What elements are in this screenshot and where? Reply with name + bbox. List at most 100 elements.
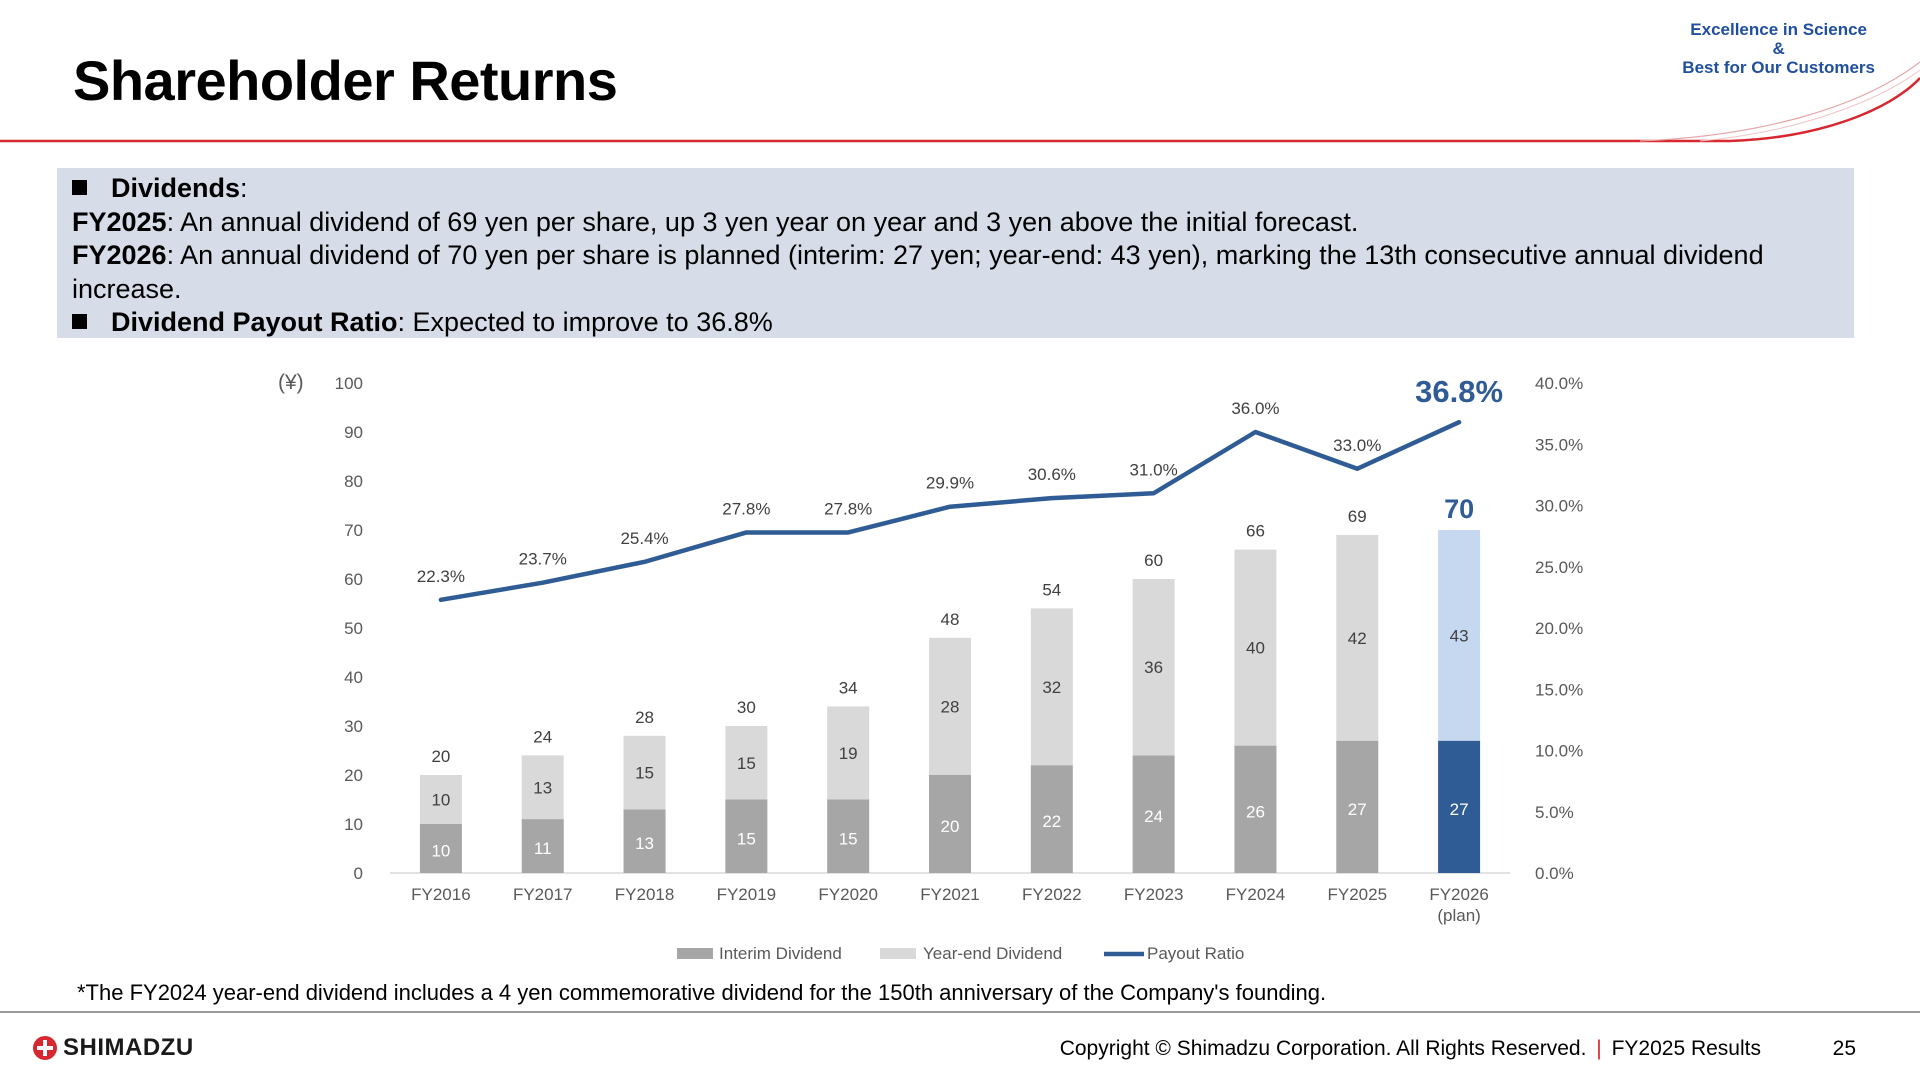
data-label-interim: 11 xyxy=(534,839,552,858)
footer-divider xyxy=(0,1011,1920,1013)
bar-year-end-dividend xyxy=(521,755,564,820)
bar-interim-dividend xyxy=(419,824,462,873)
tagline: Excellence in Science & Best for Our Cus… xyxy=(1682,20,1875,77)
bar-interim-dividend xyxy=(1234,745,1277,873)
x-tick-label: FY2016 xyxy=(411,885,471,904)
fy2025-text: : An annual dividend of 69 yen per share… xyxy=(166,206,1359,237)
y-right-tick-label: 15.0% xyxy=(1535,680,1583,699)
summary-payout-line: Dividend Payout Ratio: Expected to impro… xyxy=(72,306,1839,340)
bar-year-end-dividend xyxy=(1336,534,1379,741)
bar-interim-dividend xyxy=(623,809,666,873)
payout-ratio-label: 23.7% xyxy=(519,550,567,569)
x-tick-label: FY2018 xyxy=(615,885,675,904)
data-label-year-end: 28 xyxy=(941,697,960,716)
y-left-tick-label: 70 xyxy=(344,521,363,540)
data-label-year-end: 43 xyxy=(1450,626,1469,645)
tagline-line: Excellence in Science xyxy=(1690,20,1867,39)
y-left-tick-label: 50 xyxy=(344,619,363,638)
y-left-unit-label: (¥) xyxy=(278,371,304,394)
y-right-tick-label: 30.0% xyxy=(1535,497,1583,516)
data-label-total: 34 xyxy=(839,678,858,697)
page-number: 25 xyxy=(1832,1037,1856,1060)
page-title: Shareholder Returns xyxy=(73,49,618,112)
summary-fy2025-line: FY2025: An annual dividend of 69 yen per… xyxy=(72,206,1839,240)
bar-year-end-dividend xyxy=(1030,608,1073,766)
data-label-total: 60 xyxy=(1144,551,1163,570)
summary-dividends-line: Dividends: xyxy=(72,172,1839,206)
bar-year-end-dividend xyxy=(623,735,666,810)
square-bullet-icon xyxy=(72,180,87,195)
data-label-interim: 24 xyxy=(1144,807,1163,826)
data-label-total: 48 xyxy=(941,610,960,629)
data-label-year-end: 40 xyxy=(1246,639,1265,658)
data-label-total: 20 xyxy=(431,747,450,766)
legend-label-payout: Payout Ratio xyxy=(1147,944,1244,963)
data-label-year-end: 15 xyxy=(737,754,756,773)
data-label-total: 24 xyxy=(533,727,552,746)
bar-year-end-dividend xyxy=(1132,579,1175,756)
y-left-tick-label: 30 xyxy=(344,717,363,736)
y-left-tick-label: 20 xyxy=(344,766,363,785)
dividend-chart: 0 10 20 30 40 50 60 70 80 90 100 (¥) 0.0% 5.0% 10.0% 15… xyxy=(278,371,1583,963)
bar-year-end-dividend xyxy=(827,706,870,800)
data-label-interim: 27 xyxy=(1450,800,1469,819)
data-label-total: 66 xyxy=(1246,522,1265,541)
payout-ratio-label: 30.6% xyxy=(1028,465,1076,484)
data-label-total: 30 xyxy=(737,698,756,717)
logo-text: SHIMADZU xyxy=(63,1034,194,1061)
y-right-tick-label: 20.0% xyxy=(1535,619,1583,638)
legend-swatch-interim xyxy=(677,948,713,959)
payout-ratio-label: 31.0% xyxy=(1130,460,1178,479)
x-tick-label: FY2017 xyxy=(513,885,573,904)
x-tick-label: FY2022 xyxy=(1022,885,1082,904)
summary-box: Dividends: FY2025: An annual dividend of… xyxy=(57,168,1854,338)
fy2026-label: FY2026 xyxy=(72,240,167,270)
bar-year-end-dividend xyxy=(929,637,971,775)
x-tick-label: FY2019 xyxy=(717,885,777,904)
data-label-year-end: 19 xyxy=(839,744,858,763)
bar-interim-dividend xyxy=(1030,765,1073,873)
header-swoosh xyxy=(0,61,1920,143)
data-label-interim: 13 xyxy=(635,834,654,853)
bar-interim-dividend xyxy=(1336,740,1379,873)
data-label-interim: 15 xyxy=(839,829,858,848)
data-label-total: 69 xyxy=(1348,507,1367,526)
data-label-interim: 10 xyxy=(431,842,450,861)
copyright: Copyright © Shimadzu Corporation. All Ri… xyxy=(1060,1037,1761,1061)
fy2026-text: : An annual dividend of 70 yen per share… xyxy=(72,240,1764,304)
tagline-line: Best for Our Customers xyxy=(1682,58,1875,77)
data-label-interim: 20 xyxy=(941,817,960,836)
x-tick-label: FY2026 xyxy=(1429,885,1489,904)
fy2025-label: FY2025 xyxy=(72,206,167,237)
y-right-tick-label: 0.0% xyxy=(1535,864,1574,883)
data-label-year-end: 32 xyxy=(1042,678,1061,697)
y-left-tick-label: 60 xyxy=(344,570,363,589)
summary-fy2026-line: FY2026: An annual dividend of 70 yen per… xyxy=(72,239,1839,306)
data-label-total: 54 xyxy=(1042,580,1061,599)
payout-ratio-label: 29.9% xyxy=(926,474,974,493)
y-left-tick-label: 0 xyxy=(354,864,363,883)
legend-swatch-year-end xyxy=(880,948,916,959)
data-label-year-end: 36 xyxy=(1144,658,1163,677)
dividends-label: Dividends xyxy=(111,173,241,203)
footer-separator: | xyxy=(1596,1037,1602,1060)
x-tick-label: FY2023 xyxy=(1124,885,1184,904)
bar-interim-dividend xyxy=(929,775,971,873)
y-left-tick-label: 90 xyxy=(344,423,363,442)
results-label: FY2025 Results xyxy=(1611,1037,1761,1060)
y-left-tick-label: 80 xyxy=(344,472,363,491)
legend-label-year-end: Year-end Dividend xyxy=(923,944,1062,963)
payout-ratio-label: 27.8% xyxy=(824,499,872,518)
payout-ratio-line xyxy=(438,419,1462,603)
payout-ratio-label: 36.8% xyxy=(1415,374,1503,409)
y-left-tick-label: 10 xyxy=(344,815,363,834)
company-logo: SHIMADZU xyxy=(33,1034,194,1062)
tagline-line: & xyxy=(1772,39,1785,58)
bar-interim-dividend xyxy=(725,799,768,873)
y-right-tick-label: 40.0% xyxy=(1535,374,1583,393)
data-label-year-end: 42 xyxy=(1348,629,1367,648)
copyright-text: Copyright © Shimadzu Corporation. All Ri… xyxy=(1059,1037,1587,1060)
y-right-tick-label: 5.0% xyxy=(1535,803,1574,822)
data-label-interim: 15 xyxy=(737,829,756,848)
payout-ratio-label: 22.3% xyxy=(417,567,465,586)
